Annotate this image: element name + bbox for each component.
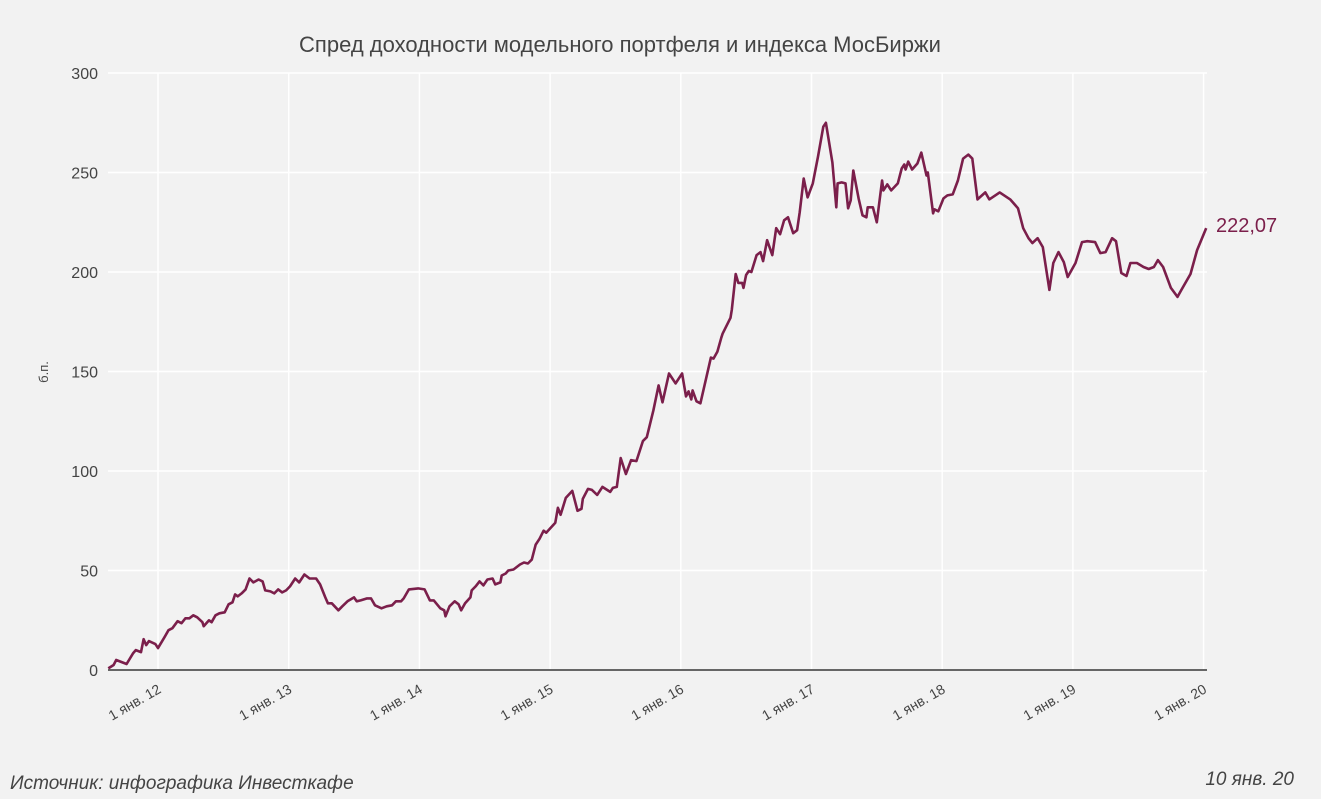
y-tick-label: 150 <box>71 365 98 382</box>
gridlines <box>108 72 1207 670</box>
y-axis-ticks: 0 50 100 150 200 250 300 <box>71 66 98 680</box>
y-tick-label: 200 <box>71 265 98 282</box>
x-tick-label: 1 янв. 14 <box>367 681 425 724</box>
x-tick-label: 1 янв. 19 <box>1020 681 1078 724</box>
y-tick-label: 250 <box>71 166 98 183</box>
y-tick-label: 100 <box>71 464 98 481</box>
y-tick-label: 0 <box>89 663 98 680</box>
chart-title: Спред доходности модельного портфеля и и… <box>299 32 941 57</box>
x-tick-label: 1 янв. 18 <box>890 681 948 724</box>
x-tick-label: 1 янв. 12 <box>105 681 163 724</box>
spread-series-line <box>107 121 1208 670</box>
x-tick-label: 1 янв. 15 <box>498 681 556 724</box>
y-tick-label: 300 <box>71 66 98 83</box>
x-tick-label: 1 янв. 17 <box>759 681 817 724</box>
x-tick-label: 1 янв. 13 <box>236 681 294 724</box>
x-tick-label: 1 янв. 16 <box>628 681 686 724</box>
x-tick-label: 1 янв. 20 <box>1151 681 1209 724</box>
last-value-label: 222,07 <box>1216 215 1277 237</box>
source-note: Источник: инфографика Инвесткафе <box>10 773 354 794</box>
x-axis-ticks: 1 янв. 12 1 янв. 13 1 янв. 14 1 янв. 15 1 ян… <box>105 681 1209 724</box>
date-note: 10 янв. 20 <box>1205 769 1294 790</box>
y-axis-label: б.п. <box>36 361 51 383</box>
y-tick-label: 50 <box>80 564 98 581</box>
